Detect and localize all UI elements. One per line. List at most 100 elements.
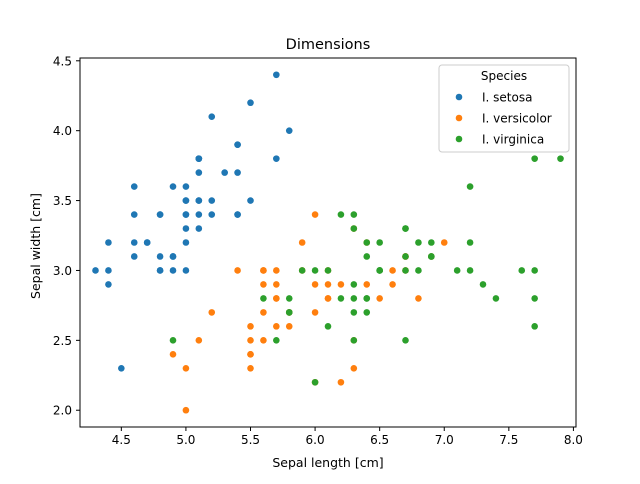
data-point [260, 337, 267, 344]
legend-label: I. virginica [482, 133, 544, 147]
data-point [285, 295, 293, 302]
data-point [234, 169, 241, 176]
data-point [182, 267, 190, 274]
data-point [350, 281, 358, 288]
data-point [105, 267, 112, 274]
data-point [363, 295, 371, 302]
data-point [195, 337, 203, 344]
data-point [169, 337, 177, 344]
data-point [363, 239, 371, 246]
data-point [453, 267, 461, 274]
data-point [350, 211, 358, 218]
data-point [298, 239, 306, 246]
data-point [92, 267, 99, 274]
x-tick-label: 5.5 [241, 433, 260, 447]
data-point [273, 267, 280, 274]
data-point [350, 365, 358, 372]
x-tick-label: 8.0 [564, 433, 583, 447]
data-point [376, 239, 383, 246]
data-point [402, 225, 409, 232]
data-point [169, 267, 177, 274]
data-point [260, 281, 267, 288]
legend-label: I. versicolor [482, 112, 552, 126]
data-point [273, 337, 280, 344]
legend-item: I. versicolor [455, 112, 552, 126]
data-point [337, 211, 345, 218]
data-point [247, 365, 254, 372]
y-tick-label: 2.5 [53, 334, 72, 348]
data-point [518, 267, 526, 274]
data-point [182, 365, 190, 372]
data-point [415, 295, 422, 302]
data-point [324, 323, 332, 330]
data-point [311, 267, 319, 274]
data-point [415, 239, 422, 246]
data-point [466, 183, 474, 190]
data-point [311, 309, 319, 316]
data-point [273, 155, 280, 162]
plot-area [92, 71, 564, 414]
data-point [130, 211, 138, 218]
data-point [466, 239, 474, 246]
x-tick-label: 7.0 [435, 433, 454, 447]
data-point [440, 239, 448, 246]
data-point [195, 169, 203, 176]
axes-frame [79, 57, 577, 428]
data-point [402, 253, 409, 260]
data-point [234, 267, 241, 274]
data-point [260, 309, 267, 316]
data-point [363, 309, 371, 316]
data-point [389, 267, 396, 274]
legend: Species I. setosa I. versicolor I. virgini… [438, 64, 570, 153]
data-point [130, 253, 138, 260]
legend-marker [455, 135, 463, 143]
data-point [182, 225, 190, 232]
data-point [247, 99, 254, 107]
data-point [273, 71, 280, 79]
legend-item: I. virginica [455, 133, 544, 147]
legend-label: I. setosa [482, 91, 532, 105]
x-tick-label: 6.5 [370, 433, 389, 447]
data-point [324, 267, 332, 274]
data-point [415, 267, 422, 274]
data-point [428, 239, 435, 246]
data-point [195, 225, 203, 232]
data-point [311, 378, 319, 386]
data-point [182, 197, 190, 204]
data-point [298, 267, 306, 274]
data-point [169, 351, 177, 358]
data-point [182, 183, 190, 190]
data-point [221, 169, 228, 176]
data-point [156, 211, 164, 218]
data-point [247, 323, 254, 330]
data-point [208, 197, 216, 204]
y-tick-label: 4.0 [53, 124, 72, 138]
data-point [350, 225, 358, 232]
data-point [285, 127, 293, 134]
data-point [337, 295, 345, 302]
data-point [273, 281, 280, 288]
legend-marker [455, 93, 463, 101]
data-point [130, 239, 138, 246]
data-point [118, 365, 125, 372]
data-point [402, 267, 409, 274]
data-point [247, 337, 254, 344]
data-point [531, 267, 538, 274]
data-point [260, 295, 267, 302]
data-point [531, 295, 538, 302]
series-0 [92, 71, 293, 372]
data-point [376, 295, 383, 302]
data-point [363, 281, 371, 288]
data-point [337, 378, 345, 386]
x-tick-label: 6.0 [306, 433, 325, 447]
y-tick-label: 3.0 [53, 264, 72, 278]
data-point [285, 323, 293, 330]
data-point [492, 295, 500, 302]
data-point [311, 211, 319, 218]
x-tick-label: 4.5 [112, 433, 131, 447]
data-point [247, 351, 254, 358]
data-point [350, 337, 358, 344]
data-point [156, 253, 164, 260]
